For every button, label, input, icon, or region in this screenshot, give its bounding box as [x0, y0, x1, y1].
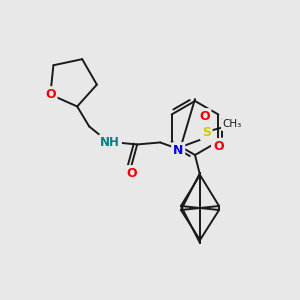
Text: N: N [173, 144, 183, 157]
Text: O: O [199, 110, 209, 123]
Text: O: O [126, 167, 136, 180]
Text: CH₃: CH₃ [223, 119, 242, 130]
Text: O: O [45, 88, 56, 101]
Text: S: S [202, 126, 211, 139]
Text: NH: NH [100, 136, 120, 149]
Text: O: O [213, 140, 224, 153]
